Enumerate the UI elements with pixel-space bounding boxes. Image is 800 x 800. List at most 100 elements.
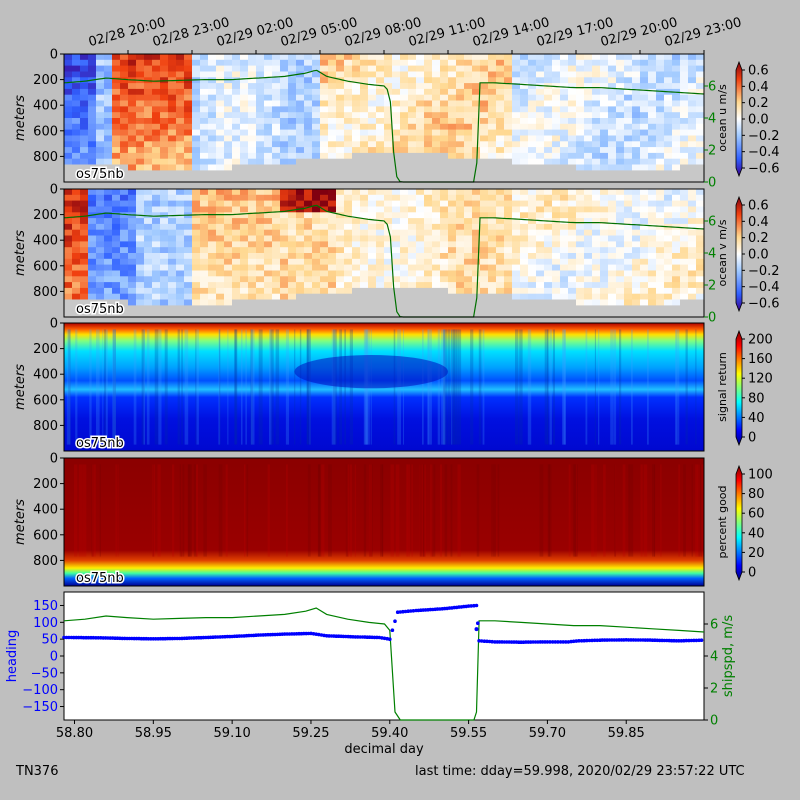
instrument-label-signal-return: os75nb bbox=[76, 436, 124, 451]
heading-point bbox=[62, 635, 66, 640]
colorbar-label-percent-good: percent good bbox=[716, 485, 729, 558]
heading-point bbox=[398, 610, 403, 614]
xtick-label-3: 59.25 bbox=[292, 726, 329, 741]
cruise-label: TN376 bbox=[16, 764, 59, 779]
heading-point bbox=[388, 637, 392, 641]
colorbar-tick-label-ocean-v-4: −0.2 bbox=[748, 264, 780, 279]
ytick-label-ocean-u-0: 0 bbox=[50, 48, 58, 63]
shipspd-tick-label-3: 0 bbox=[710, 714, 718, 729]
right-tick-label-ocean-v-3: 0 bbox=[708, 311, 716, 326]
heading-tick-label-0: 150 bbox=[33, 599, 58, 614]
right-tick-label-ocean-v-2: 2 bbox=[708, 279, 716, 294]
colorbar-tick-label-ocean-u-3: 0.0 bbox=[748, 113, 769, 128]
right-tick-label-ocean-v-1: 4 bbox=[708, 247, 716, 262]
heading-points bbox=[62, 603, 704, 644]
heading-point bbox=[545, 640, 550, 644]
ytick-label-signal-return-4: 800 bbox=[33, 419, 58, 434]
colorbar-tick-label-percent-good-4: 20 bbox=[748, 546, 765, 561]
colorbar-ocean-u bbox=[735, 60, 743, 178]
panel-frame-heading-shipspd bbox=[63, 591, 705, 721]
right-tick-label-ocean-u-2: 2 bbox=[708, 144, 716, 159]
shipspd-overlay-line-ocean-v bbox=[63, 204, 705, 318]
heading-point bbox=[592, 638, 597, 643]
heading-point bbox=[548, 640, 552, 644]
shipspd-tick-label-0: 6 bbox=[710, 618, 718, 633]
colorbar-tick-label-percent-good-5: 0 bbox=[748, 566, 756, 581]
heading-point bbox=[67, 635, 71, 640]
colorbar-tick-label-signal-return-1: 160 bbox=[748, 352, 773, 367]
heading-point bbox=[474, 603, 479, 608]
heading-point bbox=[476, 621, 480, 625]
heading-point bbox=[692, 638, 696, 643]
heading-point bbox=[406, 609, 411, 613]
panel-frame-signal-return bbox=[63, 322, 705, 452]
heading-point bbox=[466, 604, 471, 608]
right-tick-label-ocean-v-0: 6 bbox=[708, 215, 716, 230]
xtick-label-5: 59.55 bbox=[450, 726, 487, 741]
heatmap-cells-ocean-v bbox=[64, 189, 705, 318]
heatmap-texture-percent-good bbox=[74, 464, 705, 557]
last-time-label: last time: dday=59.998, 2020/02/29 23:57… bbox=[415, 764, 745, 779]
ytick-label-ocean-v-3: 600 bbox=[33, 259, 58, 274]
heading-point bbox=[694, 638, 699, 643]
heading-point bbox=[564, 640, 568, 644]
xtick-label-0: 58.80 bbox=[56, 726, 93, 741]
colorbar-tick-label-signal-return-0: 200 bbox=[748, 333, 773, 348]
right-tick-label-ocean-u-1: 4 bbox=[708, 112, 716, 127]
heading-tick-label-3: 0 bbox=[50, 650, 58, 665]
ytick-label-ocean-u-4: 800 bbox=[33, 150, 58, 165]
heading-tick-label-5: −100 bbox=[22, 683, 58, 698]
xtick-label-6: 59.70 bbox=[529, 726, 566, 741]
ytick-label-percent-good-4: 800 bbox=[33, 554, 58, 569]
heading-point bbox=[401, 609, 405, 614]
heading-point bbox=[587, 638, 592, 643]
colorbar-tick-label-signal-return-3: 80 bbox=[748, 391, 765, 406]
ytick-label-ocean-v-1: 200 bbox=[33, 208, 58, 223]
colorbar-ocean-v bbox=[735, 195, 743, 313]
heatmap-texture-signal-return bbox=[66, 329, 697, 445]
heading-point bbox=[558, 640, 563, 644]
instrument-label-percent-good: os75nb bbox=[76, 571, 124, 586]
heading-point bbox=[86, 635, 91, 640]
heading-tick-label-1: 100 bbox=[33, 616, 58, 631]
heading-point bbox=[411, 609, 416, 613]
heading-label: heading bbox=[5, 630, 20, 683]
colorbar-tick-label-ocean-u-1: 0.4 bbox=[748, 80, 769, 95]
heading-point bbox=[479, 639, 484, 643]
colorbar-tick-label-ocean-u-4: −0.2 bbox=[748, 129, 780, 144]
heading-point bbox=[699, 638, 704, 642]
ytick-label-ocean-v-4: 800 bbox=[33, 285, 58, 300]
colorbar-tick-label-ocean-v-2: 0.2 bbox=[748, 231, 769, 246]
ytick-label-signal-return-0: 0 bbox=[50, 317, 58, 332]
heading-tick-label-6: −150 bbox=[22, 700, 58, 715]
colorbar-label-ocean-v: ocean v m/s bbox=[716, 219, 729, 286]
ytick-label-percent-good-0: 0 bbox=[50, 452, 58, 467]
heading-point bbox=[477, 639, 481, 643]
panel-frame-percent-good bbox=[63, 457, 705, 587]
colorbar-tick-label-percent-good-0: 100 bbox=[748, 468, 773, 483]
xtick-label-1: 58.95 bbox=[135, 726, 172, 741]
heading-point bbox=[390, 628, 395, 632]
heading-point bbox=[395, 610, 400, 614]
heading-point bbox=[590, 638, 594, 643]
ytick-label-ocean-u-2: 400 bbox=[33, 99, 58, 114]
xtick-label-2: 59.10 bbox=[214, 726, 251, 741]
heading-point bbox=[96, 636, 101, 640]
heading-point bbox=[595, 638, 600, 643]
ylabel-percent-good: meters bbox=[13, 499, 28, 545]
heading-tick-label-4: −50 bbox=[31, 666, 58, 681]
heading-point bbox=[393, 619, 397, 623]
heading-point bbox=[482, 639, 487, 643]
heatmap-cells-ocean-u bbox=[64, 54, 705, 183]
colorbar-signal-return bbox=[735, 329, 743, 447]
heading-point bbox=[472, 603, 476, 608]
heading-point bbox=[553, 640, 558, 644]
colorbar-tick-label-percent-good-1: 80 bbox=[748, 487, 765, 502]
heatmap-field-percent-good bbox=[64, 458, 704, 586]
ytick-label-percent-good-3: 600 bbox=[33, 528, 58, 543]
ytick-label-ocean-v-2: 400 bbox=[33, 234, 58, 249]
heading-point bbox=[556, 640, 560, 644]
ytick-label-signal-return-1: 200 bbox=[33, 342, 58, 357]
heading-point bbox=[469, 604, 474, 608]
